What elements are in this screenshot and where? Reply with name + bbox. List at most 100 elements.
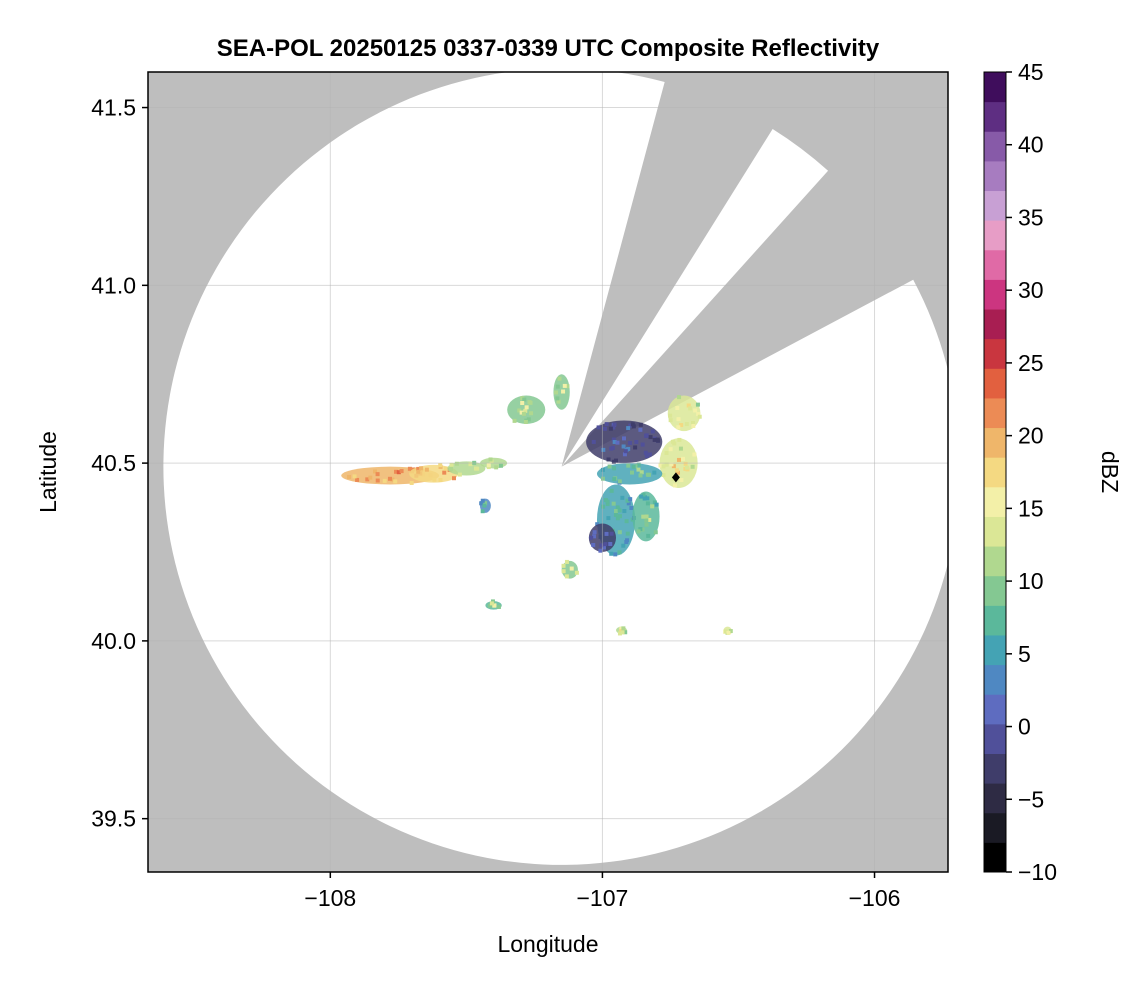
echo-pixel	[419, 466, 424, 471]
echo-pixel	[601, 447, 606, 452]
echo-pixel	[554, 390, 559, 395]
echo-pixel	[642, 496, 647, 501]
echo-pixel	[634, 439, 639, 444]
echo-pixel	[686, 403, 691, 408]
echo-pixel	[574, 570, 579, 575]
echo-pixel	[601, 545, 606, 550]
echo-pixel	[644, 522, 649, 527]
echo-pixel	[424, 467, 429, 472]
echo-pixel	[674, 468, 679, 473]
echo-pixel	[644, 453, 649, 458]
echo-pixel	[609, 551, 614, 556]
echo-pixel	[564, 574, 569, 579]
echo-pixel	[526, 417, 531, 422]
echo-pixel	[519, 410, 524, 415]
echo-pixel	[644, 514, 649, 519]
echo-pixel	[609, 488, 614, 493]
echo-pixel	[676, 417, 681, 422]
echo-cell	[667, 395, 702, 432]
echo-pixel	[676, 457, 681, 462]
echo-pixel	[653, 530, 658, 535]
y-tick-label: 40.0	[91, 628, 136, 654]
colorbar-tick-label: −5	[1018, 786, 1044, 812]
echo-pixel	[661, 464, 666, 469]
echo-pixel	[621, 444, 626, 449]
echo-pixel	[619, 626, 624, 631]
echo-pixel	[600, 476, 605, 481]
colorbar-tick-label: 30	[1018, 277, 1044, 303]
echo-pixel	[636, 467, 641, 472]
echo-pixel	[407, 466, 412, 471]
echo-pixel	[676, 425, 681, 430]
colorbar-tick-label: −10	[1018, 859, 1057, 885]
colorbar-segment	[984, 723, 1006, 754]
y-tick-label: 39.5	[91, 806, 136, 832]
echo-pixel	[496, 604, 501, 609]
echo-pixel	[640, 527, 645, 532]
echo-pixel	[613, 552, 618, 557]
echo-pixel	[617, 508, 622, 513]
echo-pixel	[528, 400, 533, 405]
echo-pixel	[609, 531, 614, 536]
echo-pixel	[630, 470, 635, 475]
echo-pixel	[639, 470, 644, 475]
echo-pixel	[561, 569, 566, 574]
echo-pixel	[393, 479, 398, 484]
echo-pixel	[612, 439, 617, 444]
echo-pixel	[671, 464, 676, 469]
echo-pixel	[602, 426, 607, 431]
colorbar-frame	[983, 71, 1007, 873]
x-tick-label: −108	[304, 885, 356, 911]
grid-lines	[148, 72, 948, 872]
echo-pixel	[432, 477, 437, 482]
colorbar-segment	[984, 605, 1006, 636]
echo-pixel	[615, 516, 620, 521]
x-tick-label: −107	[577, 885, 629, 911]
echo-pixel	[661, 473, 666, 478]
echo-pixel	[479, 501, 484, 506]
echo-pixel	[664, 462, 669, 467]
echo-pixel	[630, 422, 635, 427]
echo-pixel	[480, 509, 485, 514]
echo-pixel	[623, 630, 628, 635]
echo-pixel	[668, 447, 673, 452]
echo-pixel	[650, 429, 655, 434]
echo-pixel	[638, 427, 643, 432]
echo-pixel	[387, 476, 392, 481]
echo-pixel	[608, 541, 613, 546]
echo-pixel	[628, 423, 633, 428]
echo-pixel	[645, 496, 650, 501]
echo-pixel	[688, 406, 693, 411]
echo-cell	[586, 420, 663, 464]
echo-pixel	[457, 472, 462, 477]
colorbar-segment	[984, 220, 1006, 251]
echo-cell	[616, 626, 628, 636]
echo-pixel	[561, 563, 566, 568]
echo-pixel	[555, 384, 560, 389]
echo-pixel	[638, 422, 643, 427]
echo-pixel	[617, 631, 622, 636]
echo-pixel	[690, 464, 695, 469]
echo-pixel	[629, 505, 634, 510]
echo-pixel	[676, 470, 681, 475]
colorbar-segment	[984, 546, 1006, 577]
echo-pixel	[556, 399, 561, 404]
echo-pixel	[638, 527, 643, 532]
echo-pixel	[636, 462, 641, 467]
echo-pixel	[677, 395, 682, 400]
echo-pixel	[521, 411, 526, 416]
echo-pixel	[681, 456, 686, 461]
echo-pixel	[612, 477, 617, 482]
echo-pixel	[672, 483, 677, 488]
echo-cell	[479, 498, 491, 514]
radar-coverage-area	[163, 72, 948, 865]
echo-pixel	[647, 452, 652, 457]
echo-pixel	[483, 501, 488, 506]
echo-pixel	[562, 383, 567, 388]
echo-pixel	[605, 502, 610, 507]
colorbar-segment	[984, 101, 1006, 132]
echo-pixel	[611, 501, 616, 506]
echo-pixel	[365, 477, 370, 482]
echo-pixel	[486, 462, 491, 467]
colorbar-segment	[984, 249, 1006, 280]
